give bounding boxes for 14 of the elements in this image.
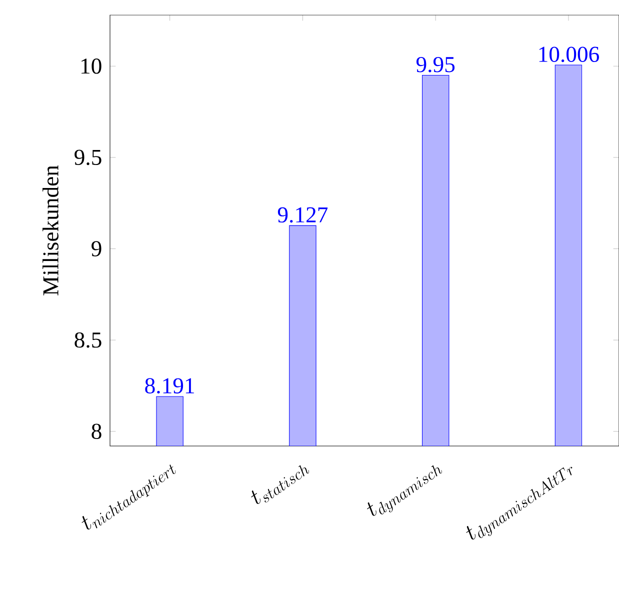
data-label: 8.191	[145, 378, 194, 394]
y-tick-label: 9	[92, 241, 102, 256]
data-label: 9.95	[416, 56, 455, 72]
x-tick-label: $t_{statisch}$	[251, 465, 309, 504]
y-tick-label: 10	[82, 58, 102, 74]
data-label: 10.006	[539, 46, 599, 62]
y-axis-title: Millisekunden	[42, 165, 58, 296]
y-tick-label: 8	[92, 424, 102, 440]
y-tick-label: 8.5	[74, 332, 102, 348]
data-label: 9.127	[278, 207, 328, 223]
x-tick-label: $t_{dynamischAltTr}$	[466, 466, 572, 540]
x-tick-label: $t_{nichtadaptiert}$	[82, 464, 176, 530]
y-tick-label: 9.5	[74, 150, 102, 166]
x-tick-label: $t_{dynamisch}$	[367, 465, 442, 516]
